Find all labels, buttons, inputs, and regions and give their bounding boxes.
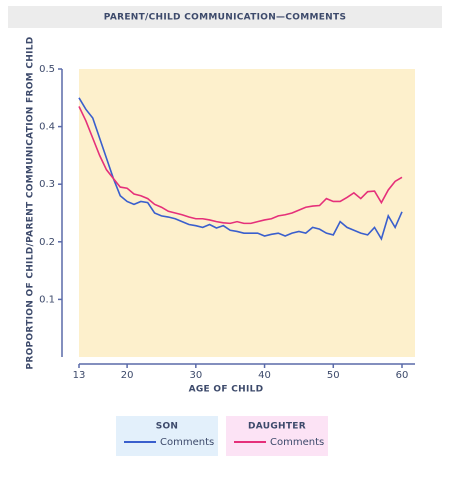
x-tick-label: 30 (189, 370, 202, 381)
series-line (78, 106, 403, 225)
y-tick-label: 0.4 (39, 122, 55, 133)
y-tick-label: 0.3 (39, 179, 55, 190)
y-tick-label: 0.2 (39, 237, 55, 248)
x-axis-label: AGE OF CHILD (189, 385, 264, 395)
legend-group: SON (156, 422, 179, 432)
title-bar (8, 6, 442, 28)
series-line (78, 97, 403, 241)
y-axis-label: PROPORTION OF CHILD/PARENT COMMUNICATION… (26, 36, 36, 369)
plot-area (79, 69, 415, 357)
x-tick-label: 50 (327, 370, 340, 381)
chart-title: PARENT/CHILD COMMUNICATION—COMMENTS (104, 13, 346, 23)
legend-box (226, 416, 328, 456)
legend-label: Comments (270, 437, 324, 448)
legend-group: DAUGHTER (248, 422, 306, 432)
x-tick-label: 13 (73, 370, 86, 381)
x-tick-label: 40 (258, 370, 271, 381)
y-tick-label: 0.1 (39, 294, 55, 305)
legend-label: Comments (160, 437, 214, 448)
legend-item: SON Comments (116, 416, 218, 456)
y-tick-label: 0.5 (39, 64, 55, 75)
x-tick-label: 20 (121, 370, 134, 381)
legend-item: DAUGHTER Comments (226, 416, 328, 456)
x-tick-label: 60 (396, 370, 409, 381)
legend-box (116, 416, 218, 456)
